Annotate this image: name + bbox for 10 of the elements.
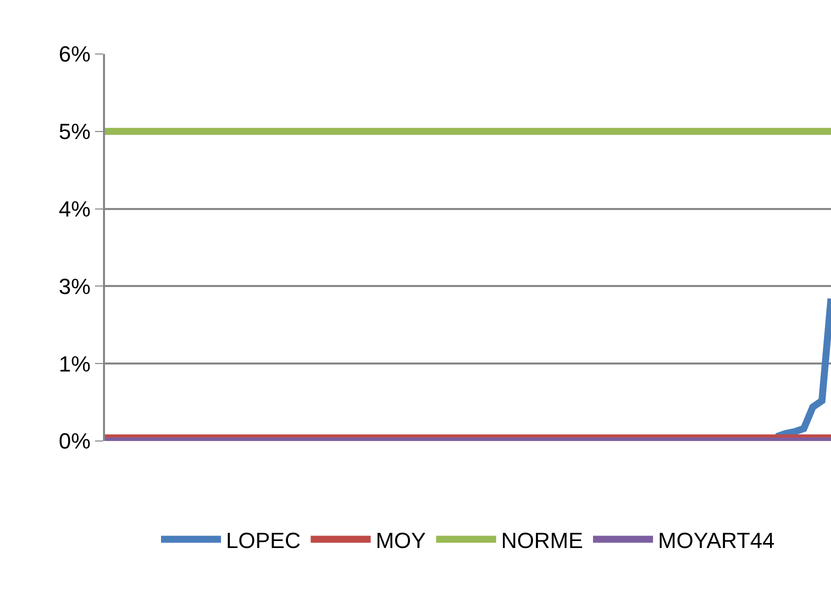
y-tick-label: 3% bbox=[58, 274, 91, 299]
y-tick-label: 5% bbox=[58, 119, 91, 144]
legend-label: MOY bbox=[376, 528, 426, 553]
y-tick-label: 1% bbox=[58, 351, 91, 376]
y-tick-label: 4% bbox=[58, 196, 91, 222]
legend-label: NORME bbox=[501, 528, 584, 553]
y-tick-label: 6% bbox=[58, 42, 91, 67]
y-tick-label: 0% bbox=[58, 428, 91, 454]
legend-label: LOPEC bbox=[226, 528, 301, 553]
legend-label: MOYART44 bbox=[658, 528, 775, 553]
